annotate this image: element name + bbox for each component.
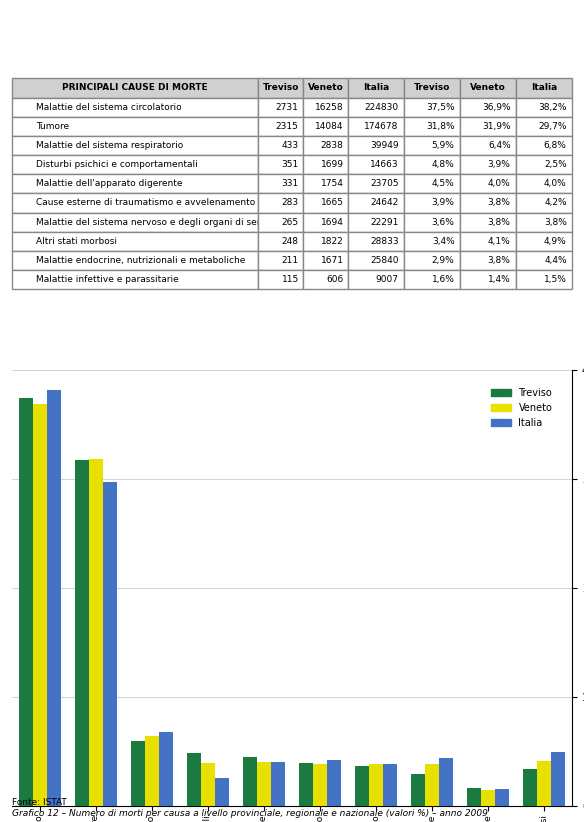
Bar — [369, 764, 383, 806]
Bar — [271, 762, 285, 806]
Bar — [257, 762, 271, 806]
Bar — [355, 766, 369, 806]
Bar — [47, 390, 61, 806]
Bar — [75, 459, 89, 806]
Bar — [19, 398, 33, 806]
Bar — [313, 764, 327, 806]
Bar — [467, 788, 481, 806]
Bar — [495, 789, 509, 806]
Text: Grafico 12 – Numero di morti per causa a livello provinciale, regionale e nazion: Grafico 12 – Numero di morti per causa a… — [12, 809, 488, 818]
Bar — [327, 760, 341, 806]
Legend: Treviso, Veneto, Italia: Treviso, Veneto, Italia — [488, 384, 556, 432]
Bar — [187, 753, 201, 806]
Bar — [481, 790, 495, 806]
Bar — [159, 732, 173, 806]
Bar — [439, 758, 453, 806]
Bar — [411, 774, 425, 806]
Bar — [523, 769, 537, 806]
Bar — [145, 736, 159, 806]
Bar — [537, 761, 551, 806]
Bar — [201, 763, 215, 806]
Bar — [103, 483, 117, 806]
Bar — [299, 763, 313, 806]
Bar — [89, 459, 103, 806]
Bar — [215, 778, 229, 806]
Bar — [131, 741, 145, 806]
Text: Fonte: ISTAT: Fonte: ISTAT — [12, 798, 67, 807]
Bar — [551, 752, 565, 806]
Bar — [383, 764, 397, 806]
Bar — [243, 756, 257, 806]
Bar — [33, 404, 47, 806]
Bar — [425, 764, 439, 806]
